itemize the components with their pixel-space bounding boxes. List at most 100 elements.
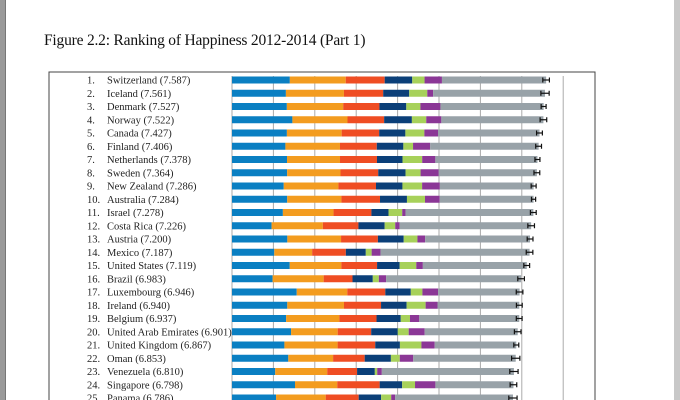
bar-segment bbox=[383, 89, 410, 97]
country-label: Austria (7.200) bbox=[107, 235, 172, 246]
bar-segment bbox=[371, 248, 381, 256]
bar-segment bbox=[295, 381, 338, 389]
bar-segment bbox=[379, 103, 407, 110]
bar-segment bbox=[435, 156, 538, 163]
bar-segment bbox=[381, 368, 514, 375]
country-label: Costa Rica (7.226) bbox=[107, 221, 187, 232]
rank-label: 3. bbox=[87, 102, 95, 113]
figure-title: Figure 2.2: Ranking of Happiness 2012-20… bbox=[44, 32, 366, 49]
bar-segment bbox=[402, 156, 423, 163]
bar-segment bbox=[333, 209, 372, 216]
bar-segment bbox=[291, 328, 338, 336]
bar-segment bbox=[358, 222, 385, 230]
viewer-scrollbar[interactable] bbox=[674, 0, 680, 400]
bar-segment bbox=[385, 288, 411, 296]
bar-segment bbox=[400, 315, 410, 322]
bar-segment bbox=[374, 368, 378, 375]
bar-segment bbox=[403, 142, 414, 150]
bar-segment bbox=[296, 288, 348, 296]
bar-segment bbox=[399, 222, 532, 230]
bar-segment bbox=[399, 341, 422, 349]
bar-segment bbox=[441, 76, 547, 84]
bar-segment bbox=[420, 169, 439, 177]
bar-segment bbox=[312, 248, 346, 256]
bar-segment bbox=[427, 89, 434, 97]
bar-segment bbox=[232, 116, 293, 124]
bar-segment bbox=[232, 341, 285, 349]
bar-segment bbox=[232, 262, 290, 269]
bar-segment bbox=[402, 381, 416, 389]
bar-segment bbox=[372, 275, 379, 283]
bar-segment bbox=[345, 248, 366, 256]
bar-segment bbox=[340, 169, 379, 177]
bar-segment bbox=[232, 209, 283, 216]
bar-segment bbox=[232, 301, 288, 309]
bar-segment bbox=[406, 195, 426, 203]
country-label: Singapore (6.798) bbox=[107, 380, 183, 391]
bar-segment bbox=[378, 275, 387, 283]
bar-segment bbox=[410, 288, 423, 296]
bar-segment bbox=[343, 103, 380, 110]
bar-segment bbox=[424, 129, 439, 137]
bar-segment bbox=[406, 103, 421, 110]
country-label: Australia (7.284) bbox=[107, 195, 179, 206]
bar-segment bbox=[274, 248, 313, 256]
country-label: United Arab Emirates (6.901) bbox=[107, 327, 232, 338]
bar-segment bbox=[376, 142, 404, 150]
bar-segment bbox=[275, 368, 328, 375]
country-label: Finland (7.406) bbox=[107, 142, 173, 153]
bar-segment bbox=[426, 116, 442, 124]
bar-segment bbox=[232, 315, 287, 322]
bar-segment bbox=[232, 222, 272, 230]
country-label: Sweden (7.364) bbox=[107, 168, 174, 179]
rank-label: 23. bbox=[87, 367, 100, 378]
bar-segment bbox=[323, 275, 353, 283]
rank-label: 17. bbox=[87, 288, 100, 299]
country-label: New Zealand (7.286) bbox=[107, 182, 197, 193]
bar-segment bbox=[409, 315, 420, 322]
bar-segment bbox=[379, 381, 403, 389]
bar-segment bbox=[338, 182, 376, 190]
bar-segment bbox=[292, 116, 348, 124]
bar-segment bbox=[386, 275, 522, 283]
rank-label: 5. bbox=[87, 129, 95, 140]
bar-segment bbox=[425, 301, 438, 309]
bar-segment bbox=[420, 103, 441, 110]
bar-segment bbox=[232, 381, 296, 389]
bar-segment bbox=[232, 142, 286, 150]
rank-label: 6. bbox=[87, 142, 95, 153]
bar-segment bbox=[232, 235, 288, 243]
bar-segment bbox=[375, 182, 403, 190]
bar-segment bbox=[232, 394, 277, 400]
bar-segment bbox=[433, 89, 545, 97]
bar-segment bbox=[424, 76, 442, 84]
rank-label: 12. bbox=[87, 221, 100, 232]
bar-segment bbox=[403, 235, 418, 243]
bar-segment bbox=[283, 182, 339, 190]
bar-segment bbox=[341, 129, 380, 137]
bar-segment bbox=[425, 195, 440, 203]
bar-segment bbox=[272, 275, 324, 283]
bar-segment bbox=[347, 116, 385, 124]
bar-segment bbox=[327, 368, 358, 375]
bar-segment bbox=[365, 248, 372, 256]
rank-label: 24. bbox=[87, 380, 100, 391]
bar-segment bbox=[232, 328, 292, 336]
bar-segment bbox=[384, 76, 413, 84]
bar-segment bbox=[337, 381, 380, 389]
bar-segment bbox=[325, 394, 359, 400]
bar-segment bbox=[289, 262, 342, 269]
bar-segment bbox=[377, 235, 404, 243]
bar-segment bbox=[381, 394, 392, 400]
bar-segment bbox=[402, 182, 423, 190]
bar-segment bbox=[380, 248, 530, 256]
bar-segment bbox=[440, 103, 544, 110]
bar-segment bbox=[437, 301, 520, 309]
bar-segment bbox=[415, 381, 436, 389]
bar-segment bbox=[376, 156, 403, 163]
bar-segment bbox=[289, 76, 346, 84]
bar-segment bbox=[288, 354, 334, 362]
bar-segment bbox=[422, 262, 527, 269]
bar-segment bbox=[434, 341, 517, 349]
bar-segment bbox=[411, 116, 427, 124]
